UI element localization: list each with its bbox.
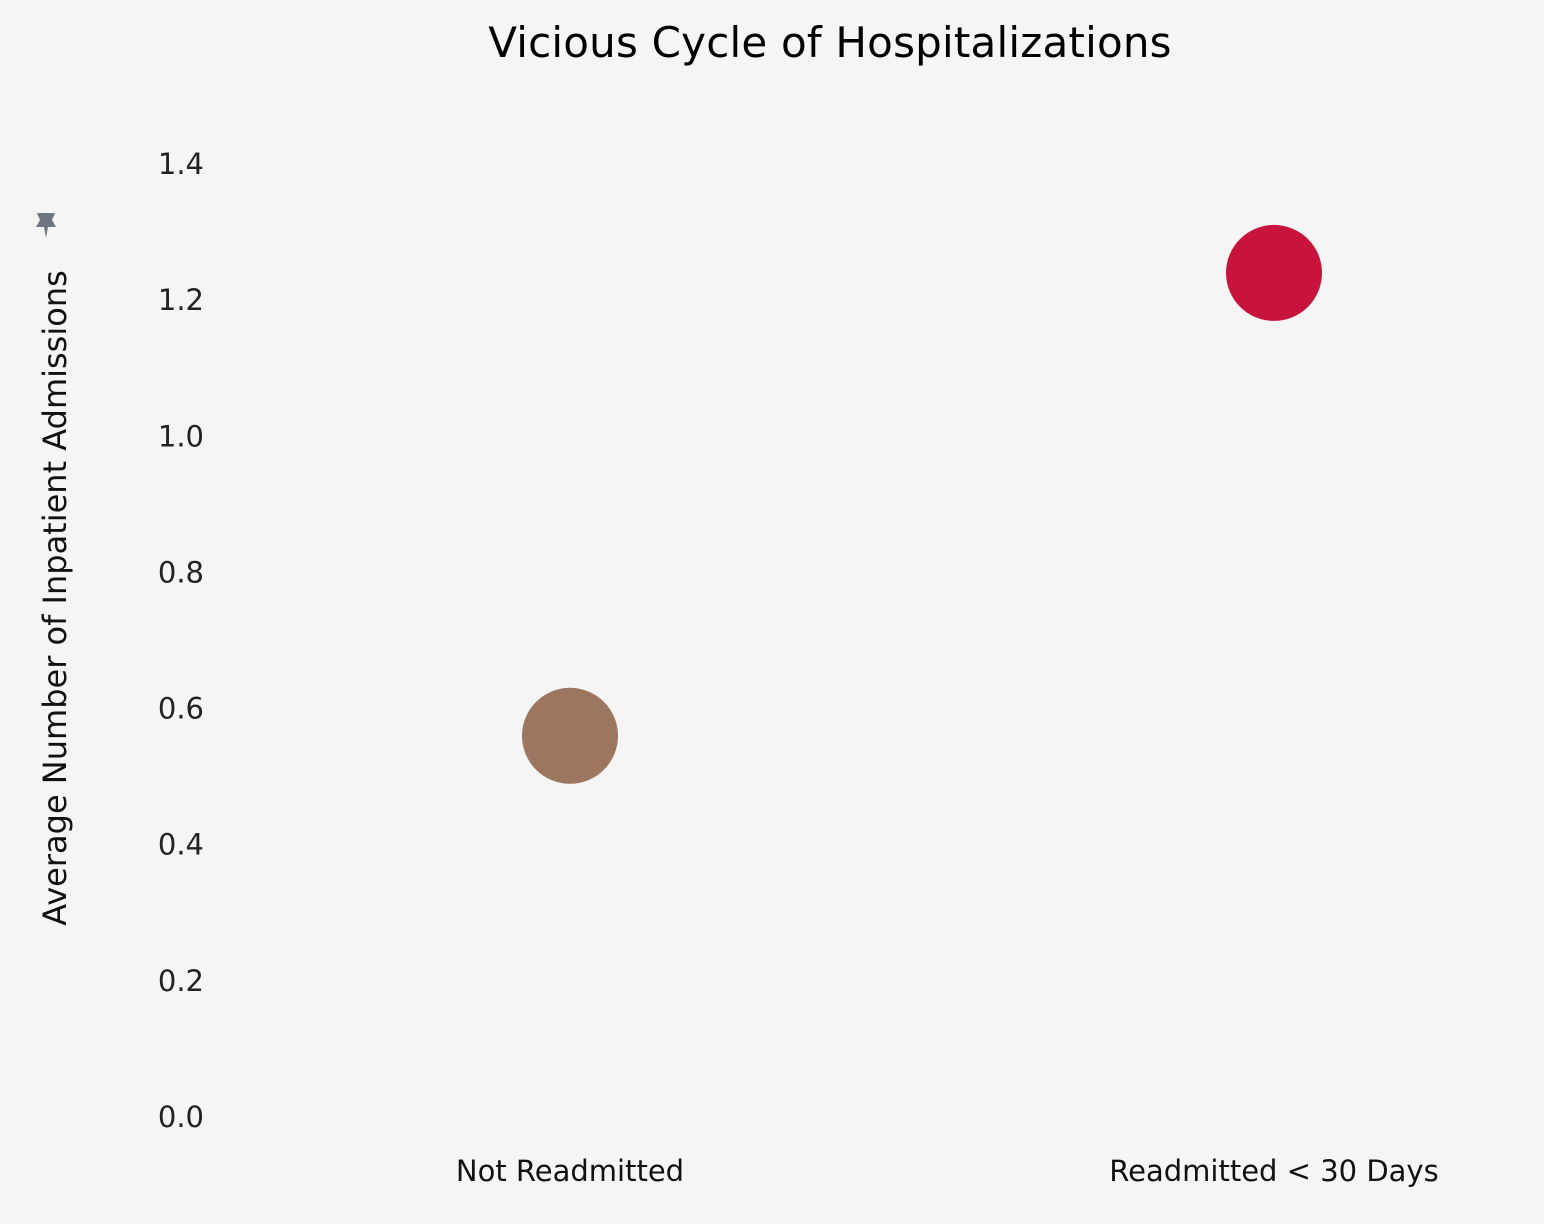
chart-title: Vicious Cycle of Hospitalizations <box>488 18 1172 67</box>
y-tick-label: 1.2 <box>158 283 204 317</box>
x-category-label: Not Readmitted <box>456 1154 684 1188</box>
pin-icon[interactable] <box>36 213 56 238</box>
y-tick-label: 0.0 <box>158 1100 204 1134</box>
y-tick-label: 0.6 <box>158 692 204 726</box>
x-axis-categories: Not Readmitted Readmitted < 30 Days <box>456 1154 1439 1188</box>
y-tick-label: 0.8 <box>158 555 204 589</box>
data-point[interactable] <box>522 687 618 784</box>
data-point[interactable] <box>1226 224 1322 321</box>
y-axis-title: Average Number of Inpatient Admissions <box>36 270 74 926</box>
y-tick-label: 0.4 <box>158 828 204 862</box>
x-category-label: Readmitted < 30 Days <box>1109 1154 1438 1188</box>
y-tick-label: 0.2 <box>158 964 204 998</box>
data-points <box>522 224 1322 784</box>
y-tick-label: 1.0 <box>158 419 204 453</box>
y-tick-label: 1.4 <box>158 147 204 181</box>
y-axis-title-group: Average Number of Inpatient Admissions <box>36 213 74 926</box>
y-axis-ticks: 0.0 0.2 0.4 0.6 0.8 1.0 1.2 1.4 <box>158 147 204 1134</box>
